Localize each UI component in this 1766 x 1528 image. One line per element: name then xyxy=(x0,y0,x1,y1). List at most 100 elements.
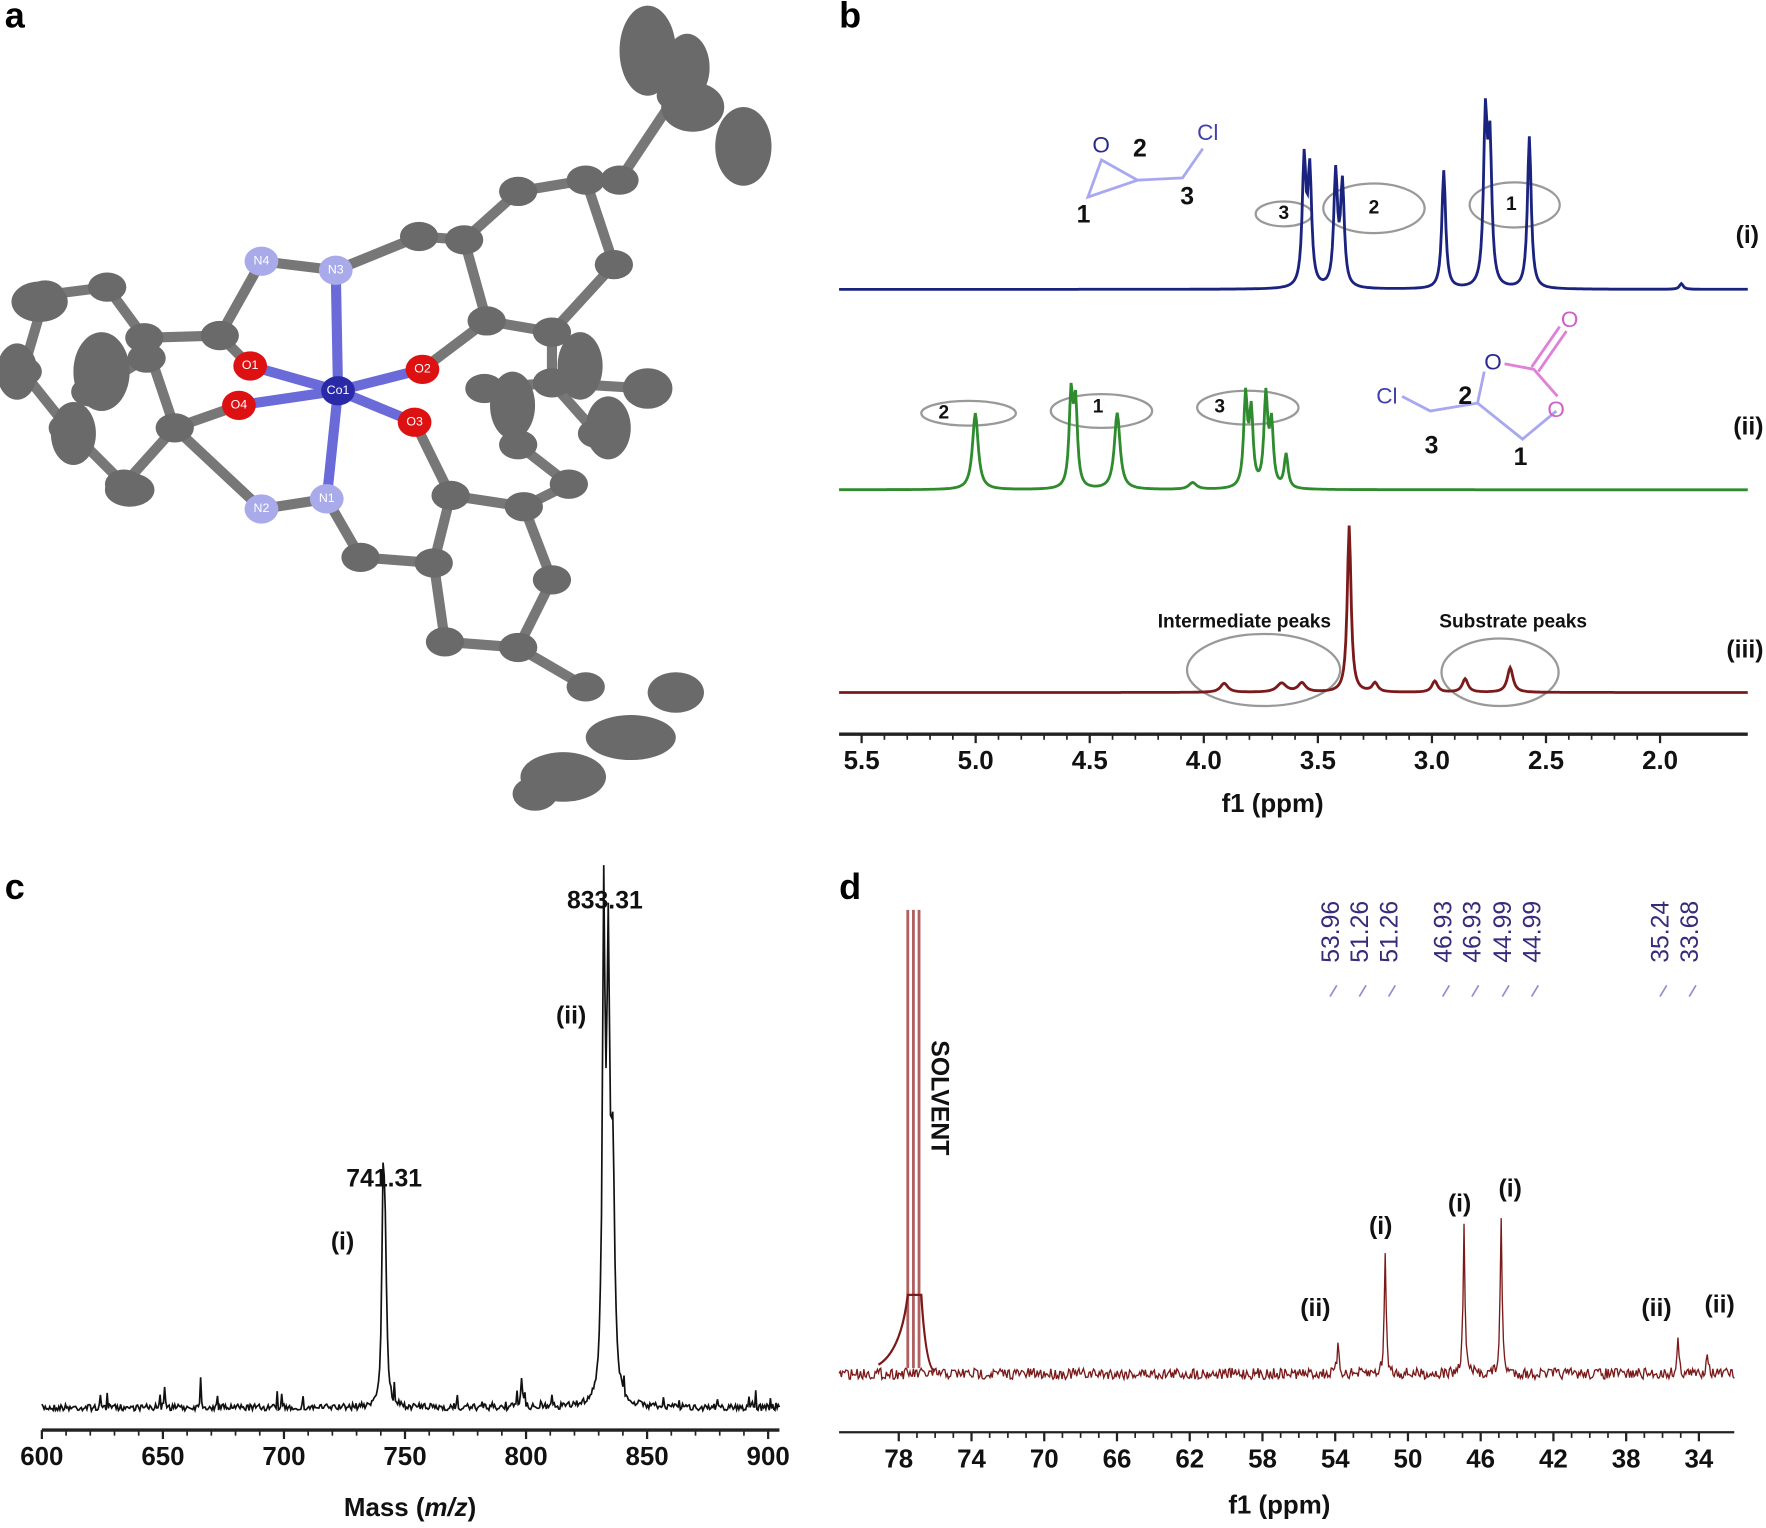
crystal-structure: N4 N3 N2 N1 O1 O4 O2 O3 Co1 xyxy=(0,5,772,811)
spectrum xyxy=(838,1218,1735,1382)
atom xyxy=(155,413,194,443)
shift-label: 51.26 xyxy=(1376,901,1403,963)
x-tick-label: 38 xyxy=(1612,1445,1641,1473)
label-part: Mass ( xyxy=(344,1494,425,1522)
x-tick-label: 74 xyxy=(957,1445,986,1473)
atom xyxy=(647,672,704,713)
atom xyxy=(200,320,239,351)
panel-label: d xyxy=(839,866,861,907)
annotation: Intermediate peaks xyxy=(1158,612,1331,633)
annotation: Substrate peaks xyxy=(1439,612,1587,633)
x-tick-label: 54 xyxy=(1321,1445,1350,1473)
spectrum xyxy=(839,382,1748,492)
atom xyxy=(499,176,538,207)
x-axis-label: Mass (m/z) xyxy=(344,1494,476,1522)
shift-leader xyxy=(1329,984,1338,997)
atom-label: N1 xyxy=(319,491,335,505)
bond xyxy=(330,270,344,391)
atom-label: O xyxy=(1547,397,1565,422)
atom xyxy=(656,81,695,111)
group-label: 2 xyxy=(938,402,949,423)
atom xyxy=(431,480,470,511)
atom xyxy=(566,672,605,702)
atom xyxy=(532,317,572,347)
atom-label: O3 xyxy=(406,415,423,429)
atom xyxy=(88,272,127,302)
x-tick-label: 42 xyxy=(1539,1445,1568,1473)
atom xyxy=(244,246,279,276)
shift-leader xyxy=(1441,984,1451,997)
atom-label: O2 xyxy=(414,362,431,376)
peak-tag: (i) xyxy=(331,1229,354,1256)
spectrum xyxy=(839,98,1748,291)
position-label: 1 xyxy=(1514,444,1528,471)
x-tick-label: 700 xyxy=(262,1443,305,1471)
x-axis-label: f1 (ppm) xyxy=(1228,1491,1330,1519)
atom-label: Co1 xyxy=(327,383,350,397)
x-tick-label: 34 xyxy=(1685,1445,1714,1473)
position-label: 1 xyxy=(1077,202,1091,229)
peak-tag: (i) xyxy=(1369,1213,1392,1240)
trace-label: (ii) xyxy=(1733,413,1763,440)
epoxide-structure xyxy=(1085,147,1558,441)
bond xyxy=(321,390,344,500)
x-tick-label: 4.5 xyxy=(1072,747,1108,775)
atom xyxy=(444,225,484,255)
atom xyxy=(341,542,380,573)
shift-labels: 53.96 51.26 51.26 46.93 46.93 44.99 44.99 35.24… xyxy=(1318,901,1704,997)
x-tick-label: 600 xyxy=(20,1443,63,1471)
solvent-base xyxy=(877,1293,936,1373)
label-part: m/z xyxy=(424,1494,467,1522)
atom xyxy=(233,351,268,381)
atom xyxy=(532,368,572,398)
x-tick-label: 78 xyxy=(884,1445,913,1473)
x-tick-label: 2.5 xyxy=(1528,747,1564,775)
panel-label: a xyxy=(5,0,26,36)
atom xyxy=(425,627,465,657)
x-tick-label: 46 xyxy=(1466,1445,1495,1473)
shift-leader xyxy=(1387,984,1397,997)
spectrum xyxy=(41,865,781,1414)
x-tick-label: 4.0 xyxy=(1186,747,1222,775)
shift-label: 46.93 xyxy=(1460,901,1487,963)
shift-label: 53.96 xyxy=(1318,901,1345,963)
atom-label: N2 xyxy=(254,501,270,515)
position-label: 2 xyxy=(1133,135,1147,162)
x-tick-label: 5.0 xyxy=(958,747,994,775)
atom-label: O xyxy=(1092,132,1110,157)
x-tick-label: 850 xyxy=(626,1443,669,1471)
shift-leader xyxy=(1530,984,1540,997)
x-tick-label: 2.0 xyxy=(1642,747,1678,775)
atom xyxy=(467,306,506,336)
atom xyxy=(125,323,164,353)
position-label: 3 xyxy=(1180,184,1194,211)
label-part: ) xyxy=(468,1494,477,1522)
panel-label: c xyxy=(5,866,25,907)
atom-label: N4 xyxy=(254,254,270,268)
x-tick-label: 3.5 xyxy=(1300,747,1336,775)
atom-label: O1 xyxy=(242,358,259,372)
panel-label: b xyxy=(839,0,861,36)
shift-leader xyxy=(1501,984,1510,997)
shift-leader xyxy=(1358,984,1367,997)
atom xyxy=(499,632,538,663)
shift-label: 33.68 xyxy=(1677,901,1704,963)
shift-label: 46.93 xyxy=(1430,901,1457,963)
atom-label: O xyxy=(1561,307,1579,332)
x-tick-label: 750 xyxy=(383,1443,426,1471)
position-label: 2 xyxy=(1458,383,1472,410)
x-tick-label: 900 xyxy=(747,1443,790,1471)
atom-label: Cl xyxy=(1197,120,1218,145)
peak-tag: (i) xyxy=(1499,1176,1522,1203)
atom xyxy=(414,548,453,578)
x-tick-label: 5.5 xyxy=(844,747,880,775)
group-label: 3 xyxy=(1214,397,1225,418)
atom xyxy=(594,249,634,280)
x-tick-label: 650 xyxy=(141,1443,184,1471)
atom xyxy=(321,376,355,406)
atom xyxy=(399,221,439,252)
peak-tag: (i) xyxy=(1448,1190,1471,1217)
atom xyxy=(397,407,432,437)
